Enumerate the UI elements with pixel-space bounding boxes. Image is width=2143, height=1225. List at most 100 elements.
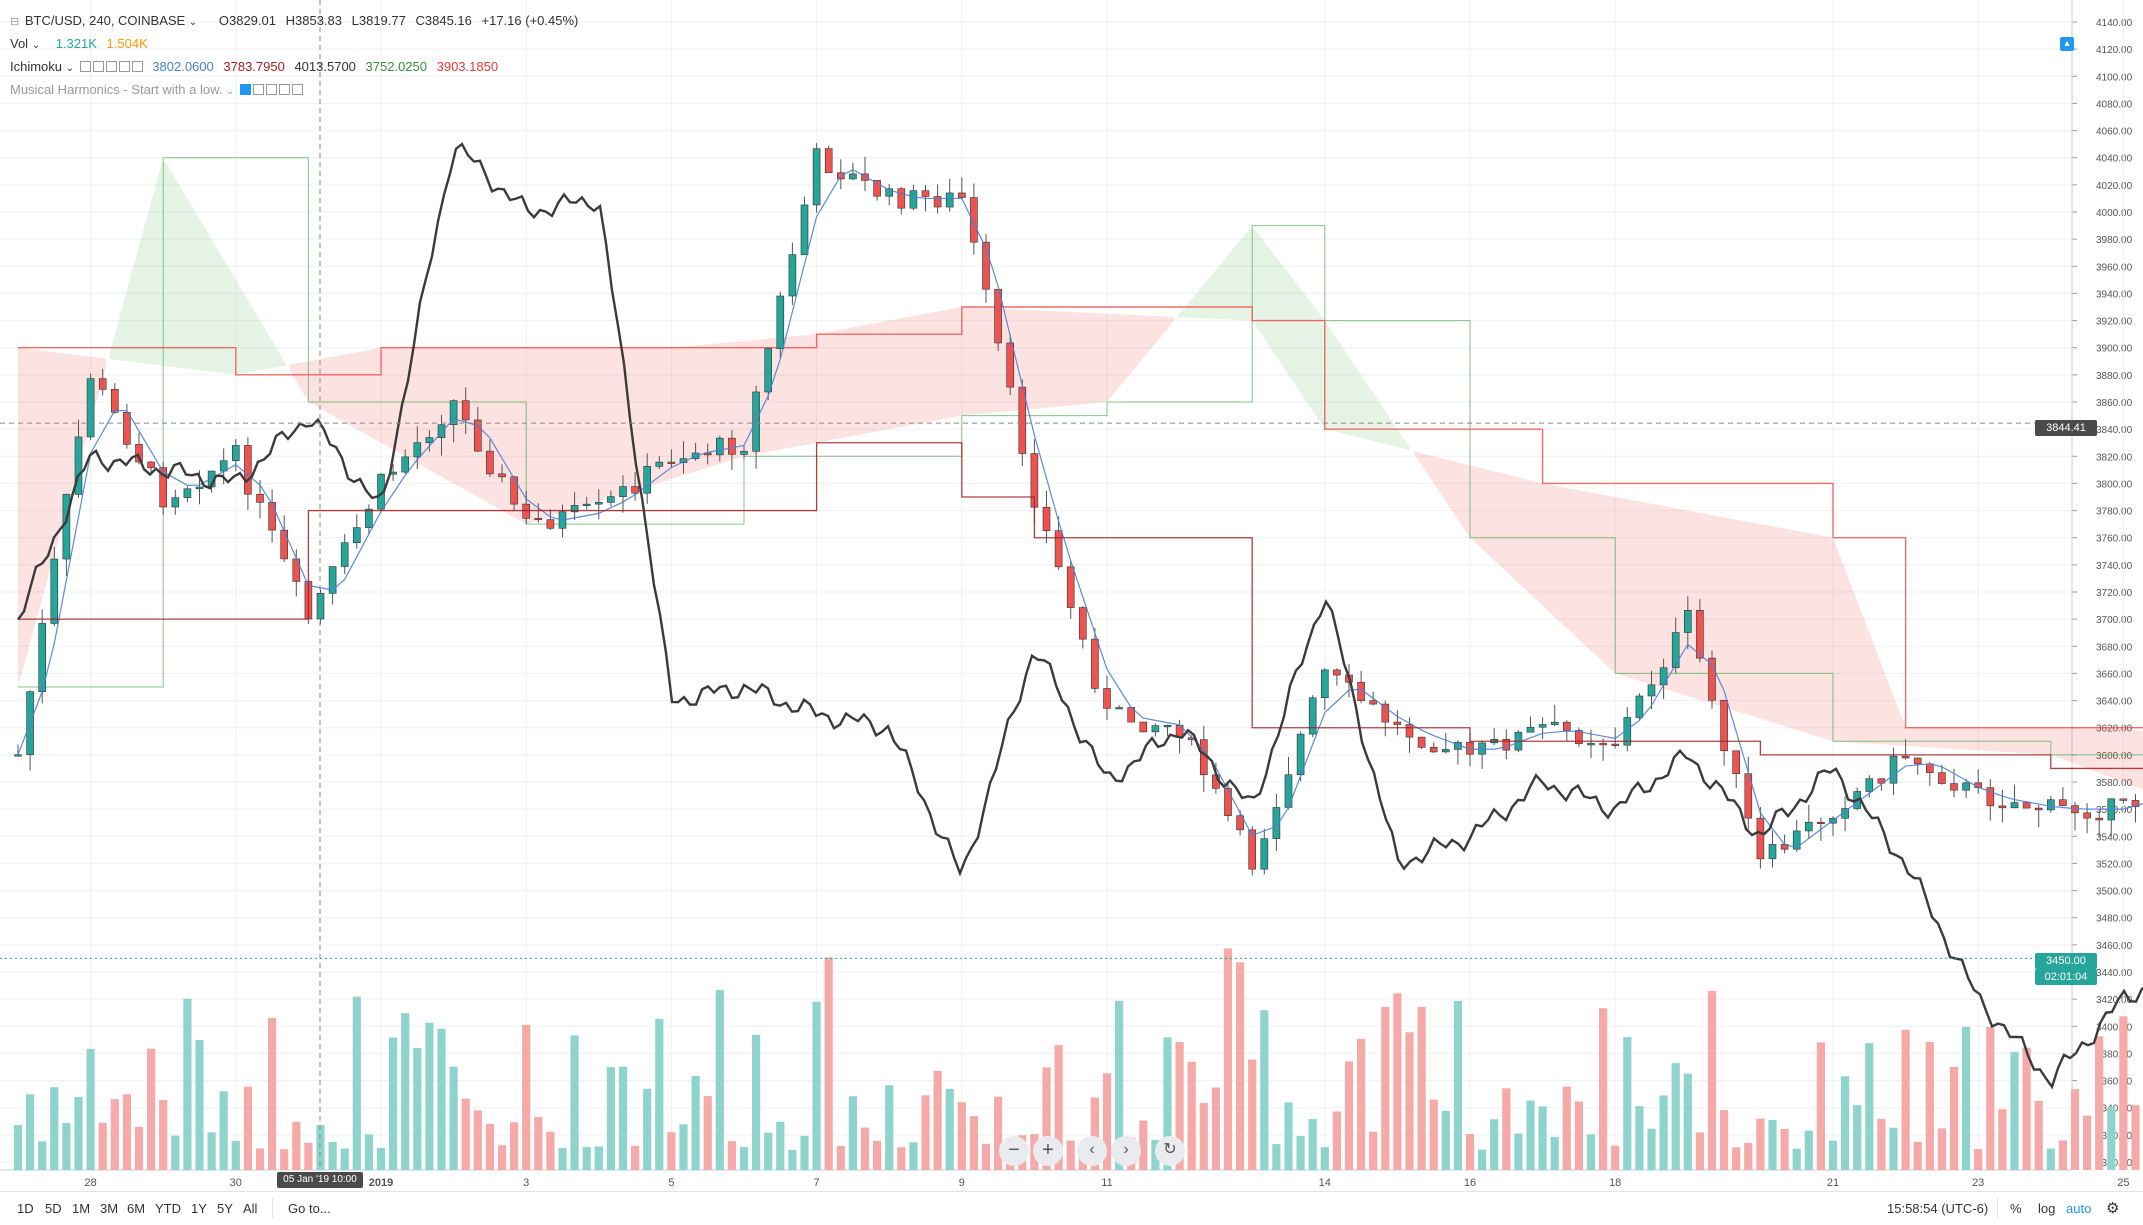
volume-bar — [1393, 993, 1402, 1170]
candle-body — [1684, 610, 1692, 633]
visibility-icon[interactable] — [79, 61, 91, 72]
y-tick-label: 3900.00 — [2096, 344, 2133, 355]
timeframe-1m[interactable]: 1M — [72, 1201, 91, 1216]
source-icon[interactable] — [266, 84, 278, 95]
ichimoku-label: Ichimoku — [10, 59, 63, 74]
scroll-right-button[interactable]: › — [1111, 1136, 1141, 1166]
volume-bar — [715, 990, 724, 1170]
visibility-icon[interactable] — [240, 84, 252, 95]
candle-body — [232, 445, 240, 462]
candle-body — [1792, 830, 1801, 850]
countdown-tag: 02:01:04 — [2035, 969, 2097, 985]
y-tick-label: 3960.00 — [2096, 262, 2133, 273]
timeframe-all[interactable]: All — [243, 1201, 258, 1216]
volume-bar — [582, 1147, 591, 1170]
dropdown-icon[interactable]: ⌄ — [226, 86, 235, 97]
candle-body — [788, 254, 797, 297]
volume-bar — [122, 1094, 131, 1170]
volume-bar — [425, 1022, 434, 1170]
settings-icon[interactable] — [92, 61, 104, 72]
timeframe-5y[interactable]: 5Y — [217, 1201, 233, 1216]
timeframe-ytd[interactable]: YTD — [155, 1201, 181, 1216]
volume-bar — [1828, 1140, 1838, 1170]
ichimoku-legend[interactable]: Ichimoku ⌄ 3802.0600 3783.7950 4013.5700… — [10, 58, 498, 78]
volume-bar — [1780, 1128, 1789, 1170]
dropdown-icon[interactable]: ⌄ — [31, 40, 41, 51]
volume-bar — [1695, 1132, 1704, 1170]
settings-gear-icon[interactable]: ⚙ — [2106, 1200, 2120, 1217]
volume-bar — [2034, 1100, 2043, 1170]
zoom-out-button[interactable]: − — [999, 1136, 1029, 1166]
volume-bar — [703, 1096, 712, 1170]
y-tick-label: 4060.00 — [2096, 127, 2133, 138]
y-tick-label: 4140.00 — [2096, 18, 2133, 29]
volume-legend[interactable]: Vol ⌄ 1.321K 1.504K — [10, 35, 148, 55]
timeframe-1y[interactable]: 1Y — [191, 1201, 207, 1216]
volume-bar — [1357, 1038, 1366, 1170]
y-tick-label: 3600.00 — [2096, 751, 2133, 762]
timeframe-5d[interactable]: 5D — [45, 1201, 62, 1216]
settings-icon[interactable] — [253, 84, 265, 95]
y-tick-label: 3700.00 — [2096, 615, 2133, 626]
close-icon[interactable] — [131, 61, 143, 72]
dropdown-icon[interactable]: ⌄ — [188, 17, 198, 28]
volume-bar — [631, 1145, 640, 1170]
timeframe-1d[interactable]: 1D — [17, 1201, 34, 1216]
volume-bar — [1102, 1073, 1112, 1170]
volume-bar — [1538, 1106, 1547, 1170]
harmonics-legend[interactable]: Musical Harmonics - Start with a low. ⌄ — [10, 81, 304, 101]
candle-body — [1550, 721, 1559, 725]
close-icon[interactable] — [292, 84, 304, 95]
candle-body — [607, 496, 615, 503]
source-icon[interactable] — [105, 61, 117, 72]
volume-bar — [1042, 1067, 1051, 1170]
volume-bar — [1586, 1134, 1596, 1170]
candle-body — [1429, 747, 1438, 753]
collapse-icon[interactable]: ⊟ — [10, 16, 20, 28]
y-tick-label: 3520.00 — [2096, 859, 2133, 870]
candle-body — [171, 497, 180, 508]
volume-bar — [994, 1096, 1003, 1170]
x-tick-label: 25 — [2117, 1177, 2129, 1189]
volume-bar — [171, 1135, 180, 1170]
volume-bar — [352, 996, 361, 1170]
reset-chart-button[interactable]: ↻ — [1155, 1136, 1185, 1166]
auto-toggle[interactable]: auto — [2066, 1201, 2092, 1216]
candle-body — [1272, 807, 1281, 839]
candle-body — [945, 192, 954, 208]
candle-body — [921, 190, 930, 197]
percent-toggle[interactable]: % — [2010, 1201, 2022, 1216]
dropdown-icon[interactable]: ⌄ — [65, 63, 75, 74]
candle-body — [1575, 730, 1583, 745]
volume-bar — [873, 1140, 882, 1170]
candle-body — [643, 466, 652, 494]
candle-body — [1139, 721, 1148, 733]
timeframe-6m[interactable]: 6M — [127, 1201, 146, 1216]
volume-bar — [473, 1110, 482, 1170]
candle-body — [1333, 669, 1341, 676]
zoom-in-button[interactable]: + — [1033, 1136, 1063, 1166]
y-tick-label: 3640.00 — [2096, 697, 2133, 708]
volume-bar — [1187, 1061, 1196, 1170]
more-icon[interactable] — [279, 84, 291, 95]
volume-bar — [1344, 1061, 1354, 1170]
candle-body — [135, 444, 143, 463]
clock: 15:58:54 (UTC-6) — [1887, 1201, 1989, 1216]
symbol-legend[interactable]: ⊟ BTC/USD, 240, COINBASE ⌄ O3829.01 H385… — [10, 12, 578, 32]
candle-body — [909, 190, 918, 209]
volume-bar — [1683, 1073, 1692, 1170]
candle-body — [352, 527, 361, 543]
candle-body — [655, 461, 664, 467]
lagging-value: 4013.5700 — [294, 59, 356, 74]
log-toggle[interactable]: log — [2038, 1201, 2056, 1216]
candle-body — [957, 192, 966, 198]
goto-button[interactable]: Go to... — [288, 1201, 331, 1216]
timeframe-3m[interactable]: 3M — [100, 1201, 119, 1216]
more-icon[interactable] — [118, 61, 130, 72]
scroll-left-button[interactable]: ‹ — [1077, 1136, 1107, 1166]
volume-bar — [2083, 1115, 2092, 1170]
volume-bar — [1635, 1106, 1644, 1170]
volume-bar — [1090, 1097, 1099, 1170]
alert-icon[interactable]: ▴ — [2060, 37, 2074, 51]
